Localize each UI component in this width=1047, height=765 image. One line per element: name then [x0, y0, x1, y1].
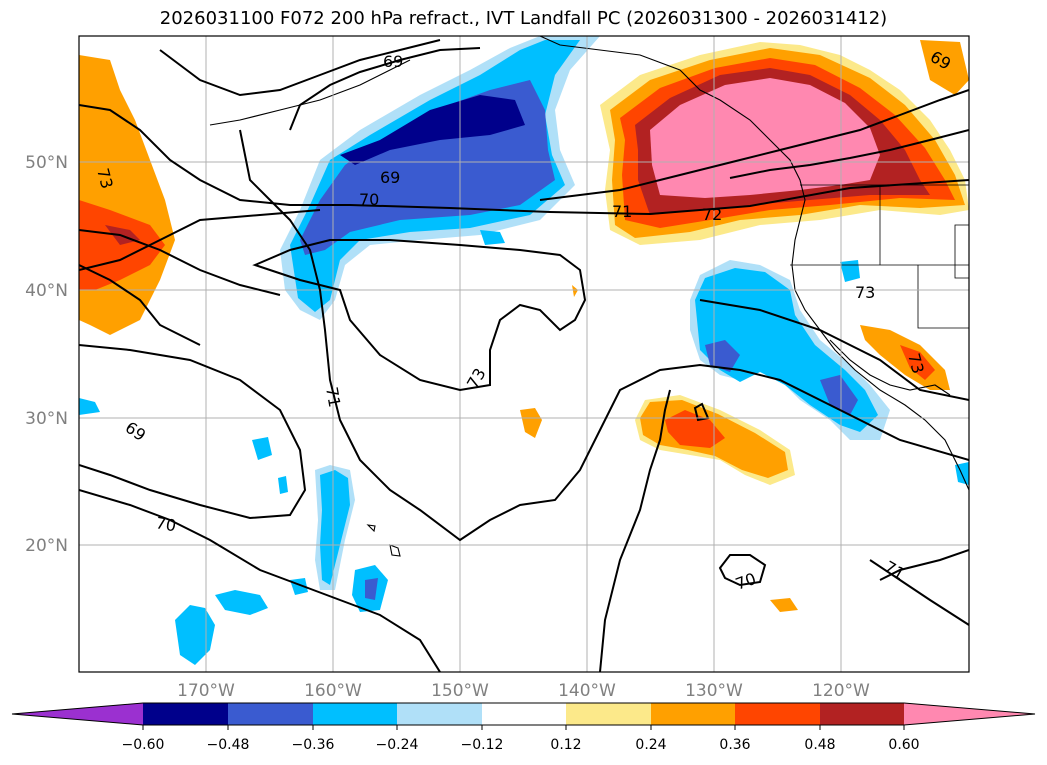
colorbar-bin — [482, 703, 566, 725]
lon-label: 130°W — [685, 681, 743, 701]
refractivity-contours — [79, 39, 969, 672]
strong-anomaly-west — [79, 200, 165, 290]
colorbar-tick-label: 0.24 — [635, 737, 666, 753]
contour-label: 71 — [612, 202, 632, 221]
colorbar-bin — [397, 703, 482, 725]
lat-label: 40°N — [25, 281, 68, 301]
contour-label: 70 — [359, 190, 379, 209]
lat-label: 20°N — [25, 536, 68, 556]
colorbar-bin — [313, 703, 397, 725]
colorbar-extend-min — [12, 703, 143, 725]
contour-label: 73 — [904, 351, 928, 376]
colorbar-bin — [820, 703, 904, 725]
lon-label: 150°W — [431, 681, 489, 701]
gridlines — [79, 36, 969, 672]
colorbar-bin — [651, 703, 735, 725]
colorbar-bin — [735, 703, 820, 725]
contour-label: 73 — [93, 166, 117, 191]
lon-label: 120°W — [812, 681, 870, 701]
contour-label: 70 — [154, 513, 177, 535]
colorbar-tick-label: −0.36 — [292, 737, 335, 753]
contour-label: 71 — [322, 385, 344, 408]
colorbar-bin — [143, 703, 228, 725]
lon-label: 170°W — [177, 681, 235, 701]
lon-label: 160°W — [304, 681, 362, 701]
shaded-fields — [79, 36, 969, 665]
coastlines — [209, 36, 969, 557]
lat-label: 30°N — [25, 409, 68, 429]
colorbar-tick-label: 0.36 — [719, 737, 750, 753]
colorbar-tick-label: −0.60 — [122, 737, 165, 753]
colorbar-tick-label: −0.48 — [207, 737, 250, 753]
lon-label: 140°W — [558, 681, 616, 701]
colorbar-tick-label: 0.12 — [550, 737, 581, 753]
lat-label: 50°N — [25, 153, 68, 173]
map-frame — [78, 35, 970, 673]
contour-label: 69 — [383, 52, 403, 71]
colorbar-bin — [566, 703, 651, 725]
map-title: 2026031100 F072 200 hPa refract., IVT La… — [159, 8, 888, 29]
contour-label: 69 — [380, 168, 400, 187]
colorbar-tick-label: −0.24 — [376, 737, 419, 753]
colorbar-tick-label: 0.60 — [888, 737, 919, 753]
contour-label: 73 — [855, 283, 875, 302]
latitude-labels: 50°N 40°N 30°N 20°N — [25, 153, 68, 556]
colorbar-extend-max — [904, 703, 1035, 725]
colorbar-tick-label: 0.48 — [804, 737, 835, 753]
colorbar: −0.60 −0.48 −0.36 −0.24 −0.12 0.12 0.24 … — [11, 702, 1036, 753]
longitude-labels: 170°W 160°W 150°W 140°W 130°W 120°W — [177, 681, 870, 701]
contour-label: 72 — [702, 205, 722, 224]
colorbar-tick-label: −0.12 — [461, 737, 504, 753]
colorbar-bin — [228, 703, 313, 725]
